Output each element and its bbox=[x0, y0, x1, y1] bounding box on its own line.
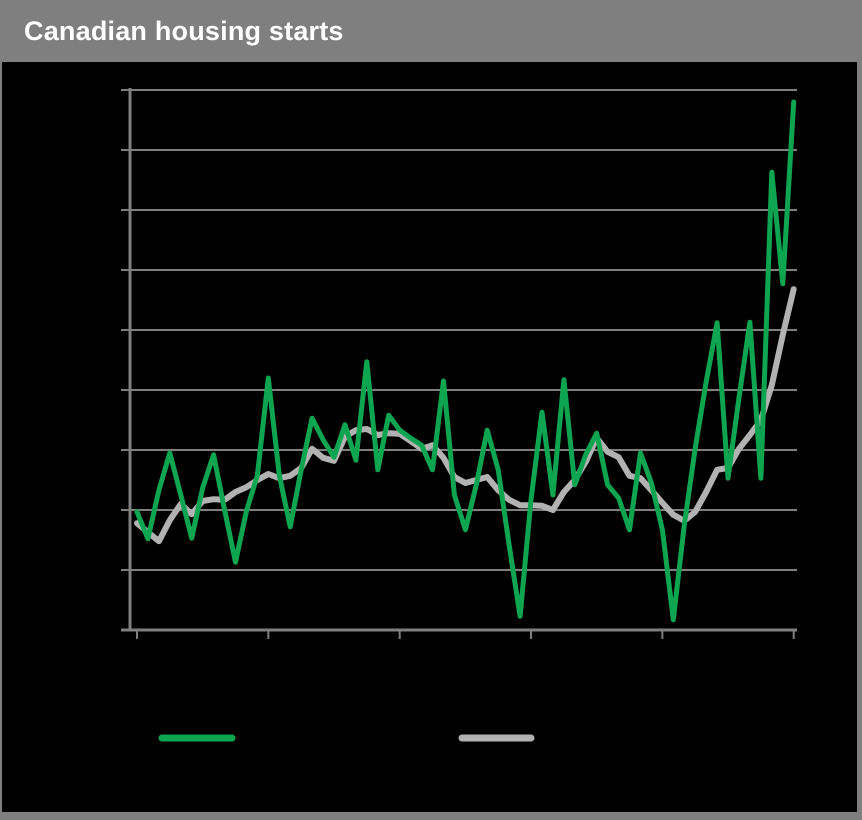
frame-border-bottom bbox=[0, 812, 862, 820]
gray-trend-line bbox=[134, 286, 797, 545]
title-bar: Canadian housing starts bbox=[0, 0, 862, 62]
green-monthly-line bbox=[134, 99, 797, 623]
chart-area bbox=[0, 62, 862, 820]
frame-border-right bbox=[857, 62, 862, 820]
frame-border-left bbox=[0, 62, 2, 820]
housing-starts-line-chart bbox=[121, 88, 797, 742]
chart-title: Canadian housing starts bbox=[24, 15, 344, 46]
